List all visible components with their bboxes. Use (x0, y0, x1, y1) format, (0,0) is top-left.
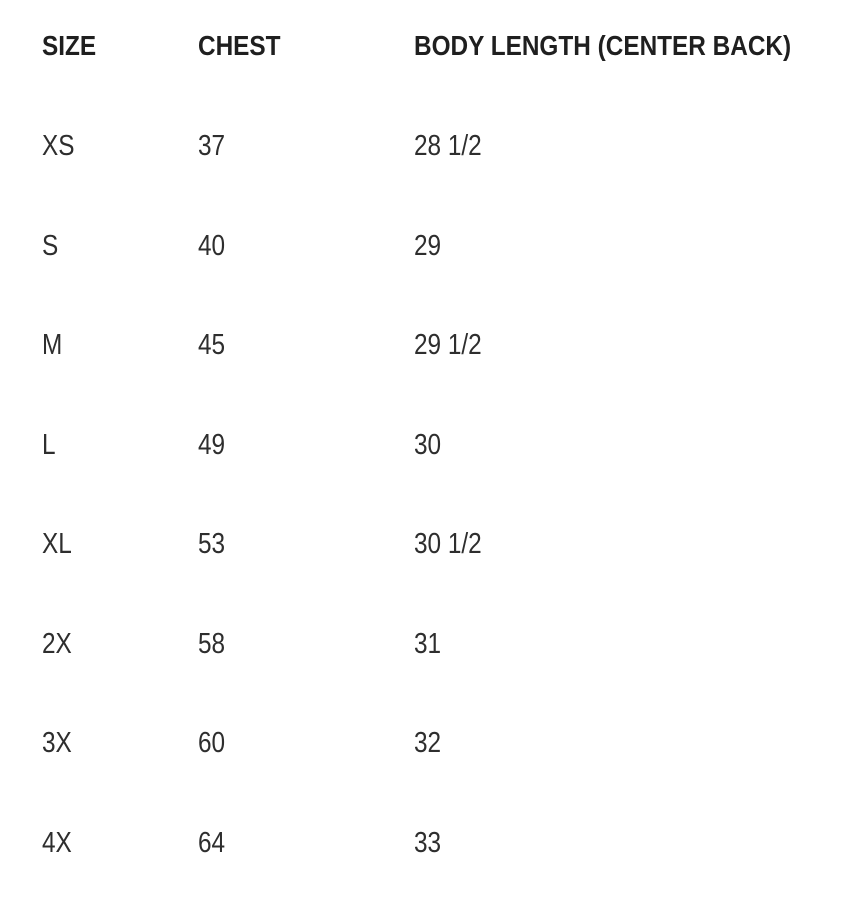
size-chart-header-row: SIZE CHEST BODY LENGTH (CENTER BACK) (0, 26, 850, 66)
table-row: M 45 29 1/2 (0, 325, 850, 365)
chest-cell: 49 (198, 425, 230, 465)
body-length-value: 31 (414, 627, 442, 660)
size-cell: 2X (42, 624, 77, 664)
table-row: 3X 60 32 (0, 723, 850, 763)
chest-cell: 37 (198, 126, 230, 166)
body-length-value: 30 (414, 428, 442, 461)
size-cell: 4X (42, 823, 77, 863)
size-cell: XS (42, 126, 81, 166)
table-row: XS 37 28 1/2 (0, 126, 850, 166)
body-length-value: 30 1/2 (414, 528, 482, 560)
size-cell: 3X (42, 723, 77, 763)
chest-value: 64 (198, 826, 226, 859)
chest-value: 37 (198, 130, 226, 162)
size-value: 4X (42, 826, 72, 859)
chest-cell: 45 (198, 325, 230, 365)
body-length-cell: 28 1/2 (414, 126, 495, 166)
chest-value: 60 (198, 727, 226, 759)
size-value: 2X (42, 627, 72, 660)
chest-cell: 58 (198, 624, 230, 664)
size-cell: L (42, 425, 58, 465)
header-cell-chest: CHEST (198, 26, 293, 66)
column-header-chest: CHEST (198, 30, 281, 61)
body-length-cell: 29 1/2 (414, 325, 495, 365)
body-length-value: 33 (414, 826, 442, 859)
size-cell: XL (42, 524, 77, 564)
table-row: XL 53 30 1/2 (0, 524, 850, 564)
table-row: S 40 29 (0, 226, 850, 266)
size-value: 3X (42, 727, 72, 759)
chest-value: 53 (198, 528, 226, 560)
body-length-cell: 30 1/2 (414, 524, 495, 564)
body-length-value: 28 1/2 (414, 130, 482, 162)
chest-value: 49 (198, 428, 226, 461)
size-value: XL (42, 528, 72, 560)
column-header-body-length: BODY LENGTH (CENTER BACK) (414, 30, 792, 61)
size-cell: S (42, 226, 61, 266)
body-length-cell: 30 (414, 425, 446, 465)
chest-cell: 40 (198, 226, 230, 266)
column-header-size: SIZE (42, 30, 97, 61)
body-length-value: 32 (414, 727, 442, 759)
chest-value: 45 (198, 329, 226, 361)
header-cell-size: SIZE (42, 26, 104, 66)
body-length-value: 29 1/2 (414, 329, 482, 361)
header-cell-body-length: BODY LENGTH (CENTER BACK) (414, 26, 847, 66)
body-length-cell: 32 (414, 723, 446, 763)
chest-cell: 64 (198, 823, 230, 863)
chest-value: 58 (198, 627, 226, 660)
table-row: 4X 64 33 (0, 823, 850, 863)
size-value: XS (42, 130, 75, 162)
table-row: 2X 58 31 (0, 624, 850, 664)
chest-cell: 53 (198, 524, 230, 564)
body-length-cell: 31 (414, 624, 446, 664)
body-length-cell: 29 (414, 226, 446, 266)
chest-cell: 60 (198, 723, 230, 763)
body-length-value: 29 (414, 229, 442, 262)
size-value: M (42, 329, 63, 361)
chest-value: 40 (198, 229, 226, 262)
size-value: S (42, 229, 59, 262)
body-length-cell: 33 (414, 823, 446, 863)
size-cell: M (42, 325, 66, 365)
size-value: L (42, 428, 56, 461)
table-row: L 49 30 (0, 425, 850, 465)
